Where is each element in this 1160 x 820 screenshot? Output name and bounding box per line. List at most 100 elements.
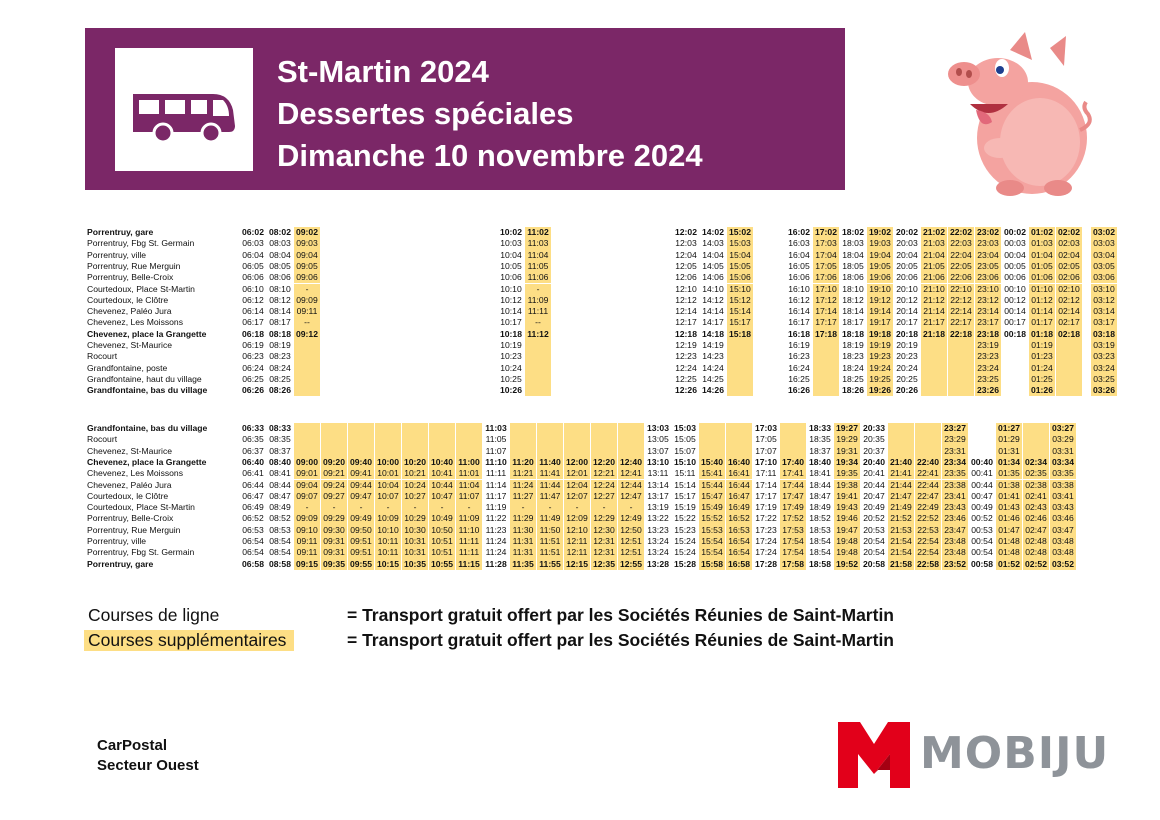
time-cell: 19:35: [834, 468, 860, 480]
time-cell: 22:12: [948, 294, 974, 307]
time-cell: 10:12: [500, 294, 522, 305]
time-cell: 17:07: [755, 445, 777, 456]
time-cell: 11:41: [537, 468, 563, 480]
time-cell: 01:14: [1029, 306, 1055, 318]
time-cell: [813, 373, 839, 386]
time-cell: 09:02: [294, 227, 320, 239]
time-cell: 23:17: [975, 317, 1001, 329]
time-cell: 14:24: [702, 362, 724, 373]
time-cell: 03:06: [1091, 272, 1117, 284]
time-cell: 11:01: [456, 468, 482, 480]
time-cell: 02:06: [1056, 272, 1082, 284]
time-cell: 08:06: [269, 272, 291, 283]
time-cell: 22:10: [948, 283, 974, 295]
time-cell: 11:24: [485, 547, 507, 558]
time-cell: 15:05: [674, 434, 696, 445]
stop-name: Chevenez, Paléo Jura: [87, 479, 172, 490]
time-cell: 08:05: [269, 260, 291, 271]
time-cell: 17:10: [755, 456, 777, 467]
time-cell: 03:14: [1091, 306, 1117, 318]
time-cell: 12:10: [675, 283, 697, 294]
time-cell: 19:41: [834, 490, 860, 503]
time-cell: 11:55: [537, 558, 563, 570]
time-cell: 12:24: [591, 479, 617, 491]
time-cell: 17:06: [813, 272, 839, 284]
time-cell: [294, 340, 320, 352]
time-cell: 21:54: [888, 547, 914, 559]
time-cell: [348, 434, 374, 446]
time-cell: 08:23: [269, 351, 291, 362]
time-cell: 11:03: [485, 423, 507, 433]
time-cell: 09:20: [321, 456, 347, 469]
time-cell: 03:47: [1050, 524, 1076, 536]
time-cell: 12:04: [675, 249, 697, 260]
time-cell: 16:14: [788, 306, 810, 317]
time-cell: 10:41: [429, 468, 455, 480]
time-cell: 09:40: [348, 456, 374, 469]
time-cell: 17:24: [755, 547, 777, 558]
time-cell: 10:26: [500, 385, 522, 396]
time-cell: 15:54: [699, 536, 725, 548]
time-cell: 03:05: [1091, 260, 1117, 273]
time-cell: 10:20: [402, 456, 428, 469]
time-cell: 19:03: [867, 238, 893, 250]
time-cell: [564, 445, 590, 457]
time-cell: 15:41: [699, 468, 725, 480]
time-cell: 01:05: [1029, 260, 1055, 273]
time-cell: 09:27: [321, 490, 347, 503]
time-cell: 19:29: [834, 434, 860, 446]
time-cell: 11:47: [537, 490, 563, 503]
time-cell: 16:54: [726, 536, 752, 548]
time-cell: 01:03: [1029, 238, 1055, 250]
stop-name: Grandfontaine, bas du village: [87, 385, 208, 396]
time-cell: 20:24: [896, 362, 918, 373]
time-cell: 09:55: [348, 558, 374, 570]
legend-extra-label: Courses supplémentaires: [84, 630, 295, 651]
time-cell: 00:44: [971, 479, 993, 490]
time-cell: 22:41: [915, 468, 941, 480]
time-cell: 03:03: [1091, 238, 1117, 250]
time-cell: 11:44: [537, 479, 563, 491]
stop-name: Grandfontaine, poste: [87, 362, 168, 373]
time-cell: 00:54: [971, 536, 993, 546]
time-cell: 18:10: [842, 283, 864, 294]
title-banner: St-Martin 2024 Dessertes spéciales Diman…: [85, 28, 845, 190]
time-cell: 19:12: [867, 294, 893, 307]
time-cell: 17:58: [780, 558, 806, 570]
stop-name: Courtedoux, Place St-Martin: [87, 283, 195, 294]
time-cell: 23:52: [942, 558, 968, 570]
time-cell: 00:14: [1004, 306, 1026, 317]
time-cell: 02:35: [1023, 468, 1049, 480]
time-cell: 01:48: [996, 536, 1022, 548]
time-cell: 15:05: [727, 260, 753, 273]
time-cell: 15:17: [674, 490, 696, 501]
time-cell: 21:58: [888, 558, 914, 570]
time-cell: 15:07: [674, 445, 696, 456]
time-cell: [921, 362, 947, 374]
time-cell: 19:02: [867, 227, 893, 239]
time-cell: 14:18: [702, 328, 724, 339]
time-cell: 21:18: [921, 328, 947, 340]
time-cell: [948, 385, 974, 397]
time-cell: 16:24: [788, 362, 810, 373]
time-cell: 12:41: [618, 468, 644, 480]
time-cell: 16:17: [788, 317, 810, 328]
time-cell: 22:03: [948, 238, 974, 250]
time-cell: 10:51: [429, 547, 455, 559]
pig-mascot-icon: [948, 32, 1092, 196]
time-cell: 17:47: [780, 490, 806, 503]
time-cell: 01:29: [996, 434, 1022, 446]
stop-name: Porrentruy, Fbg St. Germain: [87, 238, 195, 249]
time-cell: 11:51: [537, 536, 563, 548]
time-cell: 09:29: [321, 513, 347, 525]
time-cell: 03:24: [1091, 362, 1117, 374]
time-cell: 11:21: [510, 468, 536, 480]
time-cell: [1023, 445, 1049, 457]
time-cell: 11:24: [485, 536, 507, 546]
time-cell: 17:28: [755, 558, 777, 569]
time-cell: 08:26: [269, 385, 291, 396]
time-cell: [727, 385, 753, 397]
time-cell: 11:11: [456, 536, 482, 548]
time-cell: [525, 362, 551, 374]
time-cell: [525, 385, 551, 397]
